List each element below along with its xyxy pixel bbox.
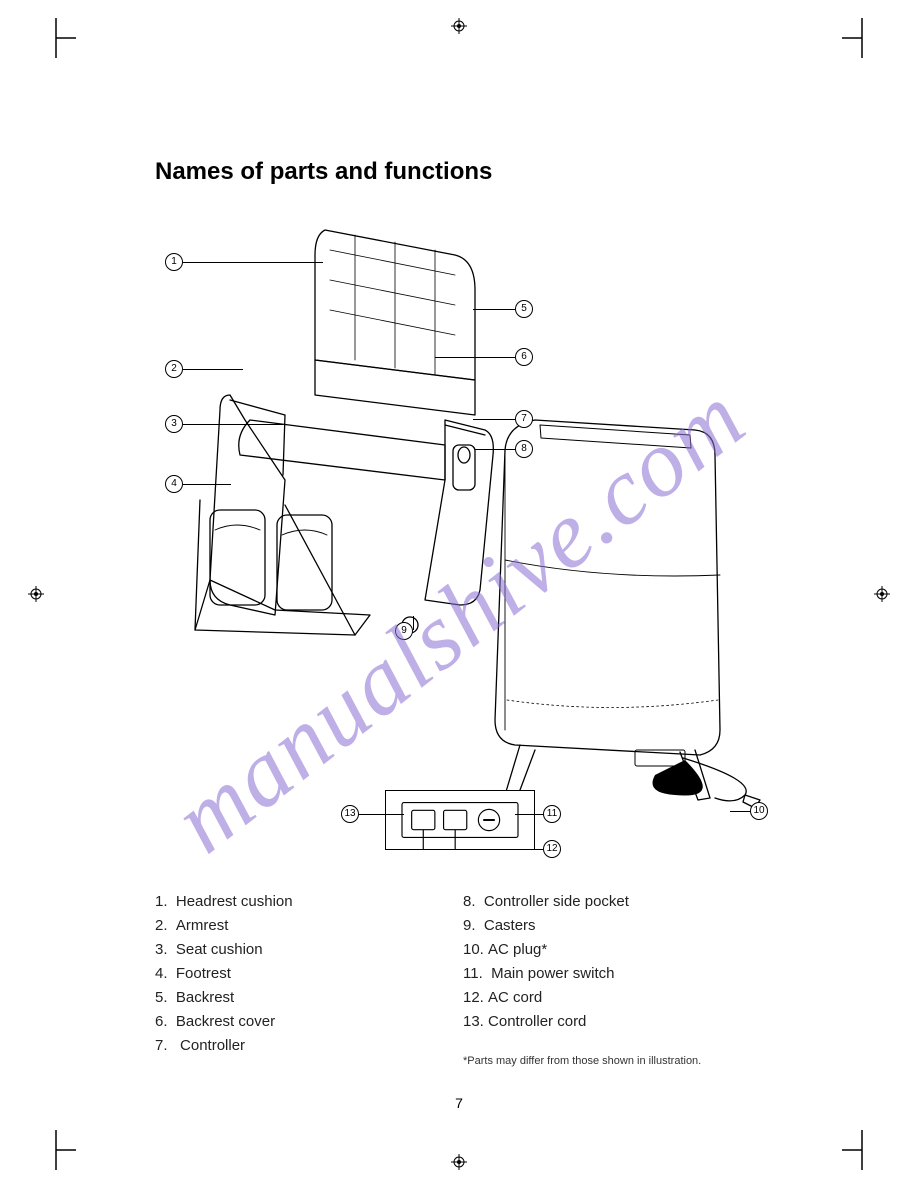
list-item: 8. Controller side pocket xyxy=(463,890,763,914)
list-item: 6. Backrest cover xyxy=(155,1010,405,1034)
callout-7: 7 xyxy=(515,410,533,428)
callout-4: 4 xyxy=(165,475,183,493)
parts-list-left: 1. Headrest cushion 2. Armrest 3. Seat c… xyxy=(155,890,405,1058)
callout-6: 6 xyxy=(515,348,533,366)
callout-5: 5 xyxy=(515,300,533,318)
callout-3: 3 xyxy=(165,415,183,433)
crop-mark-tr xyxy=(842,18,882,58)
reg-mark-top xyxy=(451,18,467,34)
callout-10: 10 xyxy=(750,802,768,820)
page-number: 7 xyxy=(0,1095,918,1111)
list-item: 11. Main power switch xyxy=(463,962,763,986)
parts-list-right: 8. Controller side pocket 9. Casters 10.… xyxy=(463,890,763,1034)
page-title: Names of parts and functions xyxy=(155,158,492,186)
crop-mark-bl xyxy=(36,1130,76,1170)
crop-mark-tl xyxy=(36,18,76,58)
list-item: 12. AC cord xyxy=(463,986,763,1010)
diagram-area: 1 2 3 4 5 6 7 8 9 10 11 12 13 xyxy=(155,200,765,880)
list-item: 3. Seat cushion xyxy=(155,938,405,962)
callout-9: 9 xyxy=(395,622,413,640)
list-item: 7. Controller xyxy=(155,1034,405,1058)
callout-8: 8 xyxy=(515,440,533,458)
reg-mark-bottom xyxy=(451,1154,467,1170)
chair-back-illustration xyxy=(445,400,765,820)
power-panel-detail xyxy=(385,790,535,850)
crop-mark-br xyxy=(842,1130,882,1170)
callout-2: 2 xyxy=(165,360,183,378)
reg-mark-right xyxy=(874,586,890,602)
callout-12: 12 xyxy=(543,840,561,858)
footnote: *Parts may differ from those shown in il… xyxy=(463,1055,701,1067)
callout-1: 1 xyxy=(165,253,183,271)
list-item: 1. Headrest cushion xyxy=(155,890,405,914)
list-item: 10. AC plug* xyxy=(463,938,763,962)
list-item: 5. Backrest xyxy=(155,986,405,1010)
reg-mark-left xyxy=(28,586,44,602)
callout-11: 11 xyxy=(543,805,561,823)
callout-13: 13 xyxy=(341,805,359,823)
list-item: 2. Armrest xyxy=(155,914,405,938)
list-item: 13. Controller cord xyxy=(463,1010,763,1034)
list-item: 9. Casters xyxy=(463,914,763,938)
list-item: 4. Footrest xyxy=(155,962,405,986)
